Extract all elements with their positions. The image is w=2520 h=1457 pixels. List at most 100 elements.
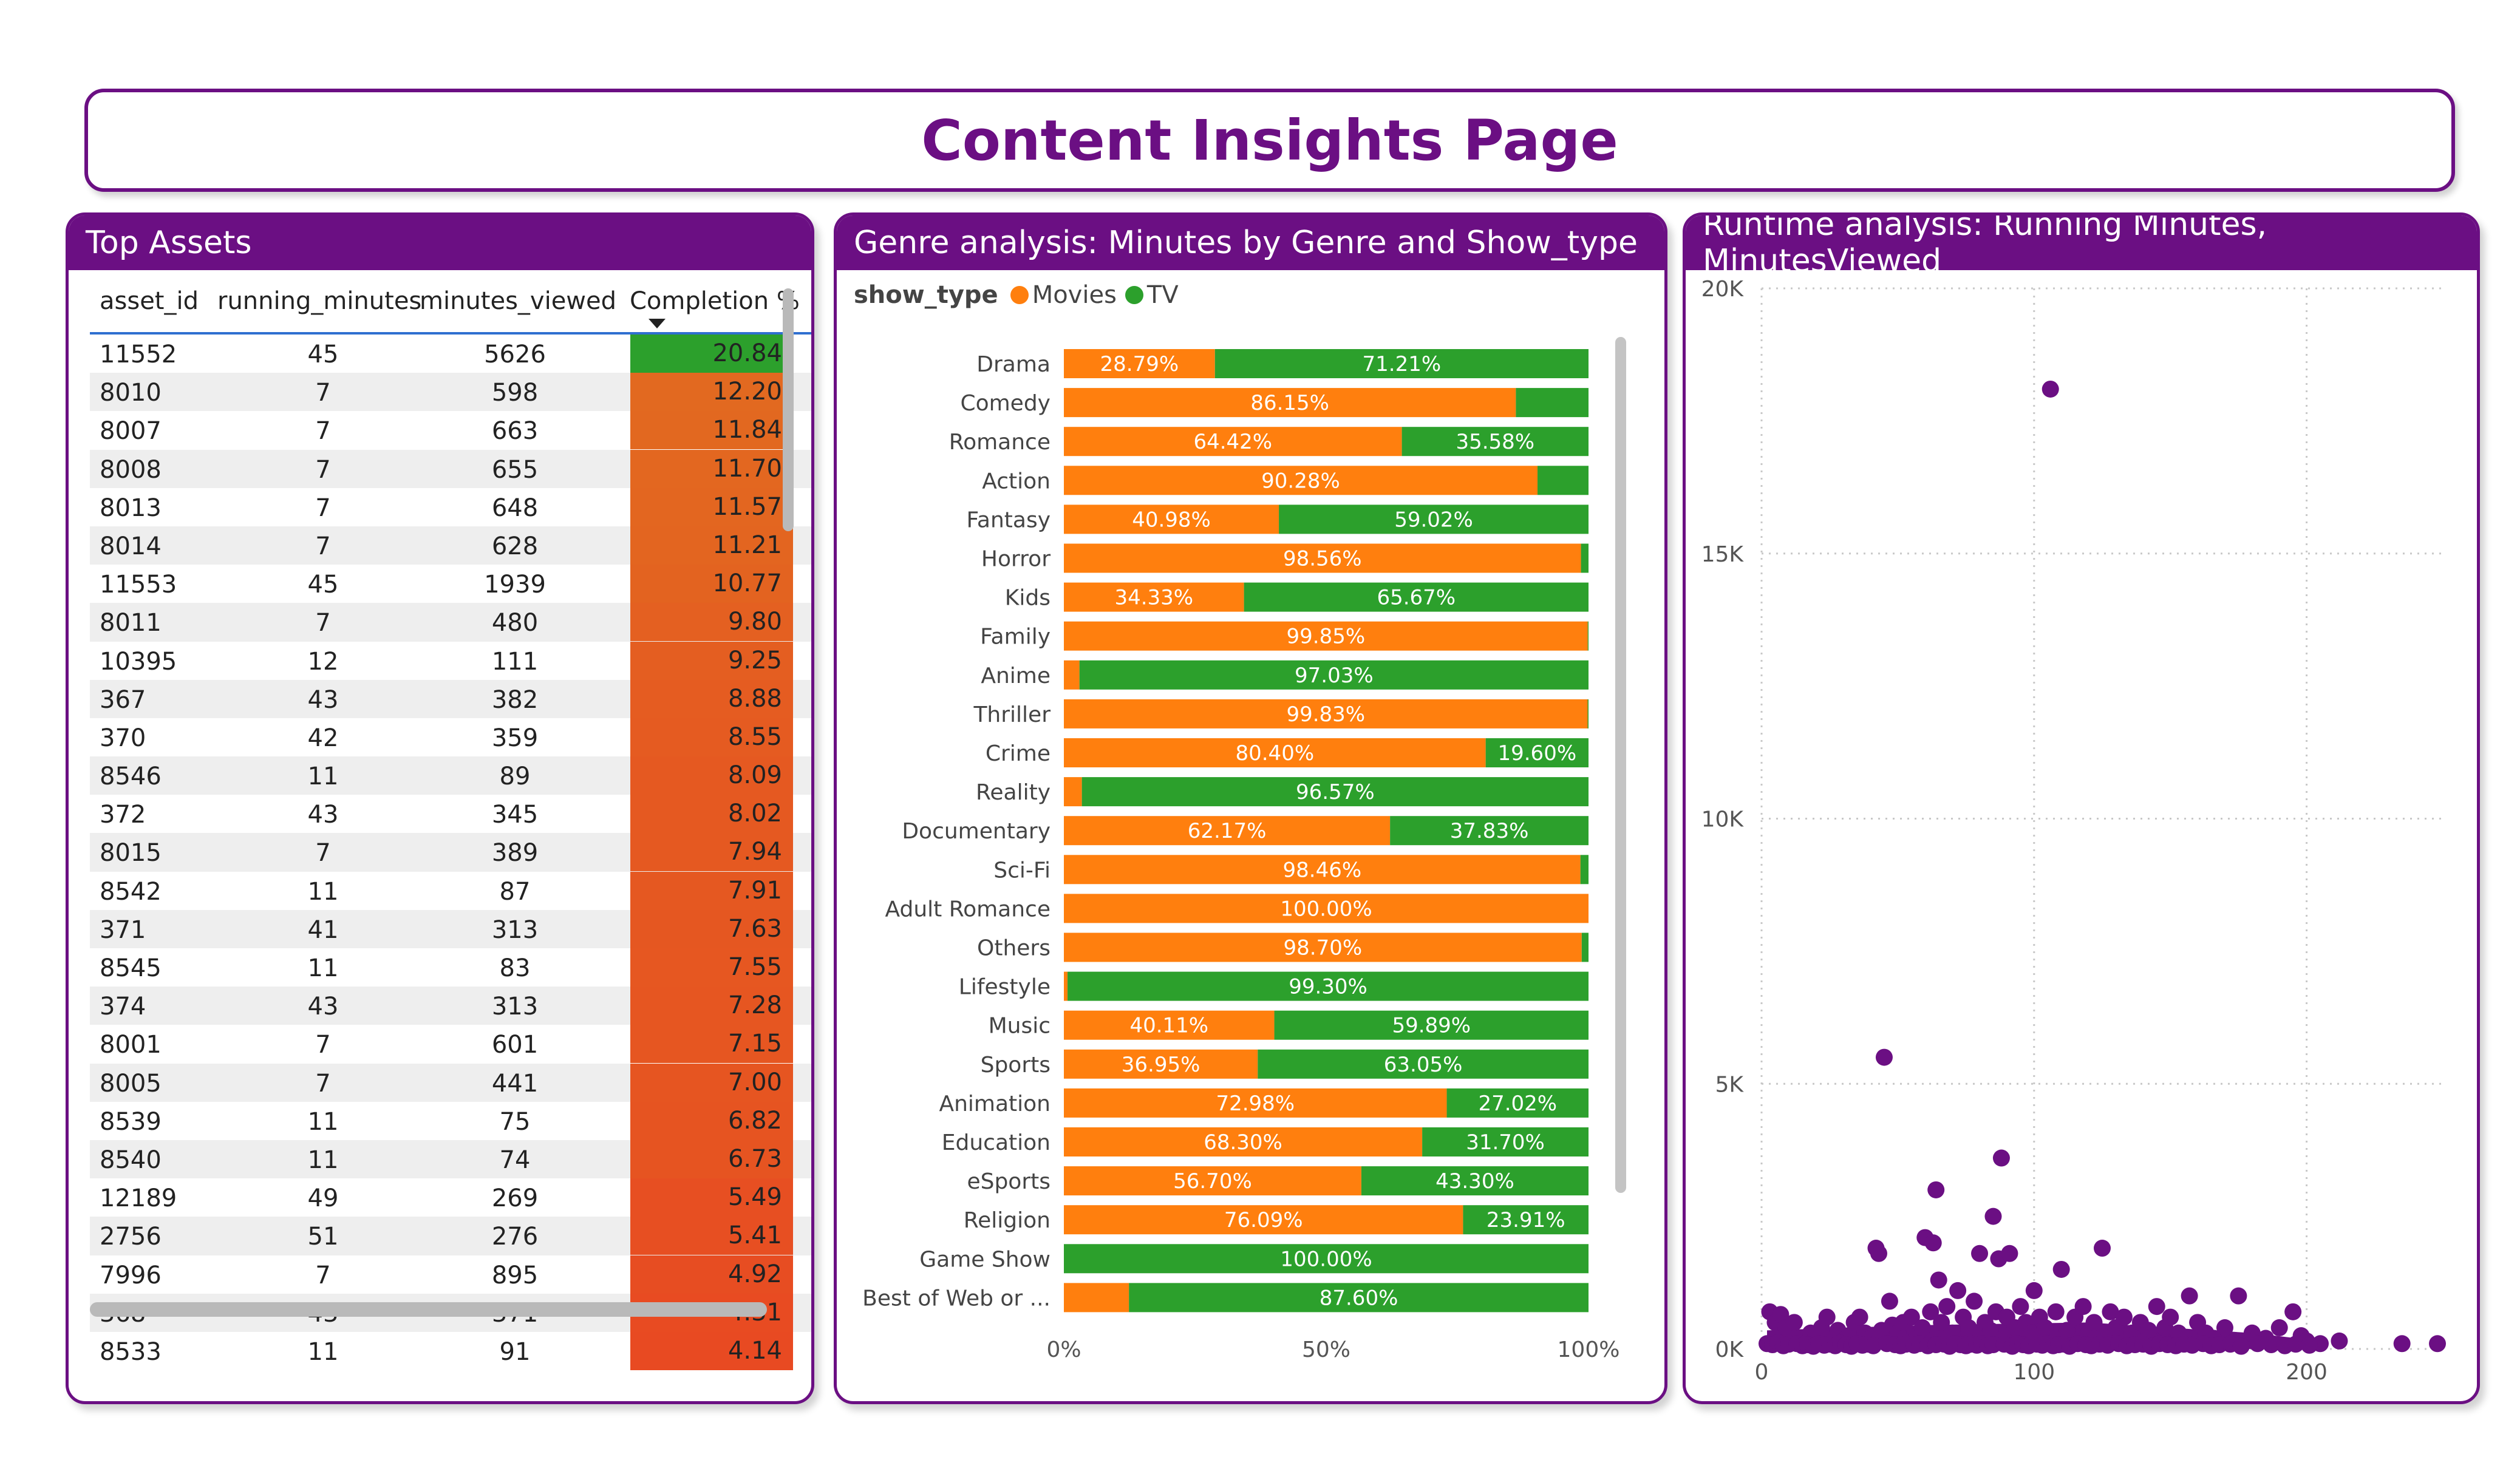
tv-bar[interactable]	[1129, 1283, 1589, 1313]
movies-bar[interactable]	[1064, 971, 1068, 1001]
tv-bar[interactable]	[1580, 855, 1589, 885]
scatter-point[interactable]	[2263, 1336, 2280, 1354]
tv-bar[interactable]	[1361, 1166, 1589, 1196]
tv-bar[interactable]	[1258, 1049, 1589, 1079]
tv-bar[interactable]	[1401, 427, 1589, 457]
movies-bar[interactable]	[1064, 1283, 1129, 1313]
col-completion[interactable]: Completion %	[630, 287, 800, 315]
tv-bar[interactable]	[1244, 582, 1589, 612]
scatter-point[interactable]	[1772, 1306, 1790, 1323]
table-row[interactable]: 8545 11 83 7.55	[90, 948, 811, 987]
movies-bar[interactable]	[1064, 349, 1215, 378]
scatter-point[interactable]	[2025, 1282, 2043, 1299]
movies-bar[interactable]	[1064, 738, 1486, 767]
tv-bar[interactable]	[1064, 1244, 1589, 1274]
movies-bar[interactable]	[1064, 855, 1581, 885]
movies-bar[interactable]	[1064, 777, 1082, 807]
scatter-point[interactable]	[1984, 1207, 2002, 1225]
legend-item-movies[interactable]: Movies	[1010, 281, 1117, 309]
scatter-point[interactable]	[2074, 1298, 2092, 1316]
scatter-point[interactable]	[1851, 1308, 1868, 1326]
scatter-point[interactable]	[1865, 1337, 1882, 1354]
scatter-point[interactable]	[2181, 1287, 2198, 1305]
col-asset-id[interactable]: asset_id	[100, 287, 199, 315]
table-row[interactable]: 8001 7 601 7.15	[90, 1025, 811, 1064]
tv-bar[interactable]	[1587, 621, 1589, 651]
scatter-point[interactable]	[2287, 1336, 2304, 1353]
tv-bar[interactable]	[1214, 349, 1589, 378]
movies-bar[interactable]	[1064, 1205, 1463, 1235]
scatter-point[interactable]	[2052, 1260, 2070, 1278]
scatter-point[interactable]	[2162, 1308, 2179, 1326]
table-row[interactable]: 10395 12 111 9.25	[90, 641, 811, 680]
sort-desc-icon[interactable]	[649, 319, 666, 328]
tv-bar[interactable]	[1081, 777, 1589, 807]
table-row[interactable]: 12189 49 269 5.49	[90, 1178, 811, 1217]
table-row[interactable]: 11553 45 1939 10.77	[90, 565, 811, 603]
scatter-point[interactable]	[2284, 1303, 2302, 1320]
scatter-point[interactable]	[1949, 1282, 1967, 1299]
table-row[interactable]: 372 43 345 8.02	[90, 795, 811, 834]
scatter-point[interactable]	[2429, 1335, 2447, 1353]
scatter-point[interactable]	[2115, 1308, 2133, 1326]
movies-bar[interactable]	[1064, 466, 1538, 495]
scatter-point[interactable]	[1818, 1308, 1836, 1326]
table-row[interactable]: 374 43 313 7.28	[90, 987, 811, 1025]
scatter-point[interactable]	[2047, 1303, 2065, 1320]
table-row[interactable]: 8005 7 441 7.00	[90, 1063, 811, 1102]
scatter-point[interactable]	[2036, 1319, 2054, 1337]
movies-bar[interactable]	[1064, 1049, 1258, 1079]
tv-bar[interactable]	[1274, 1010, 1589, 1040]
scatter-point[interactable]	[2148, 1298, 2165, 1316]
movies-bar[interactable]	[1064, 388, 1516, 418]
scatter-point[interactable]	[1922, 1303, 1939, 1320]
scatter-point[interactable]	[2216, 1319, 2233, 1337]
tv-bar[interactable]	[1516, 388, 1589, 418]
table-row[interactable]: 8011 7 480 9.80	[90, 603, 811, 642]
scatter-point[interactable]	[1930, 1271, 1947, 1289]
scatter-point[interactable]	[2102, 1303, 2119, 1320]
movies-bar[interactable]	[1064, 621, 1588, 651]
table-row[interactable]: 8015 7 389 7.94	[90, 833, 811, 872]
table-row[interactable]: 8013 7 648 11.57	[90, 487, 811, 526]
scatter-point[interactable]	[1971, 1245, 1989, 1262]
movies-bar[interactable]	[1064, 504, 1279, 534]
table-row[interactable]: 8533 11 91 4.14	[90, 1331, 811, 1370]
scatter-point[interactable]	[2094, 1240, 2111, 1257]
scatter-point[interactable]	[2249, 1335, 2266, 1353]
movies-bar[interactable]	[1064, 660, 1080, 690]
scatter-point[interactable]	[2085, 1314, 2103, 1331]
table-row[interactable]: 8014 7 628 11.21	[90, 526, 811, 565]
table-row[interactable]: 8539 11 75 6.82	[90, 1101, 811, 1140]
movies-bar[interactable]	[1064, 582, 1244, 612]
scatter-point[interactable]	[2232, 1337, 2250, 1355]
scatter-point[interactable]	[1870, 1245, 1887, 1262]
scatter-point[interactable]	[2393, 1335, 2411, 1353]
scatter-point[interactable]	[2012, 1298, 2029, 1316]
movies-bar[interactable]	[1064, 894, 1589, 923]
scatter-point[interactable]	[2270, 1319, 2288, 1337]
table-row[interactable]: 371 41 313 7.63	[90, 909, 811, 948]
table-row[interactable]: 2756 51 276 5.41	[90, 1217, 811, 1255]
movies-bar[interactable]	[1064, 1010, 1275, 1040]
movies-bar[interactable]	[1064, 1127, 1423, 1156]
scatter-point[interactable]	[1966, 1292, 1983, 1310]
scatter-point[interactable]	[1875, 1048, 1893, 1066]
scatter-point[interactable]	[1992, 1149, 2010, 1167]
tv-bar[interactable]	[1068, 971, 1589, 1001]
table-row[interactable]: 8540 11 74 6.73	[90, 1139, 811, 1179]
scatter-point[interactable]	[2042, 380, 2059, 398]
legend-item-tv[interactable]: TV	[1125, 281, 1179, 309]
movies-bar[interactable]	[1064, 816, 1391, 846]
col-minutes-viewed[interactable]: minutes_viewed	[420, 287, 617, 315]
movies-bar[interactable]	[1064, 1166, 1361, 1196]
scatter-point[interactable]	[1960, 1319, 1978, 1337]
table-row[interactable]: 8542 11 87 7.91	[90, 871, 811, 910]
tv-bar[interactable]	[1279, 504, 1589, 534]
scatter-point[interactable]	[1927, 1181, 1945, 1198]
scatter-point[interactable]	[2058, 1322, 2076, 1339]
vertical-scrollbar[interactable]	[783, 288, 794, 531]
scatter-point[interactable]	[1933, 1314, 1950, 1331]
genre-scrollbar[interactable]	[1615, 337, 1626, 1193]
scatter-point[interactable]	[2001, 1245, 2018, 1262]
